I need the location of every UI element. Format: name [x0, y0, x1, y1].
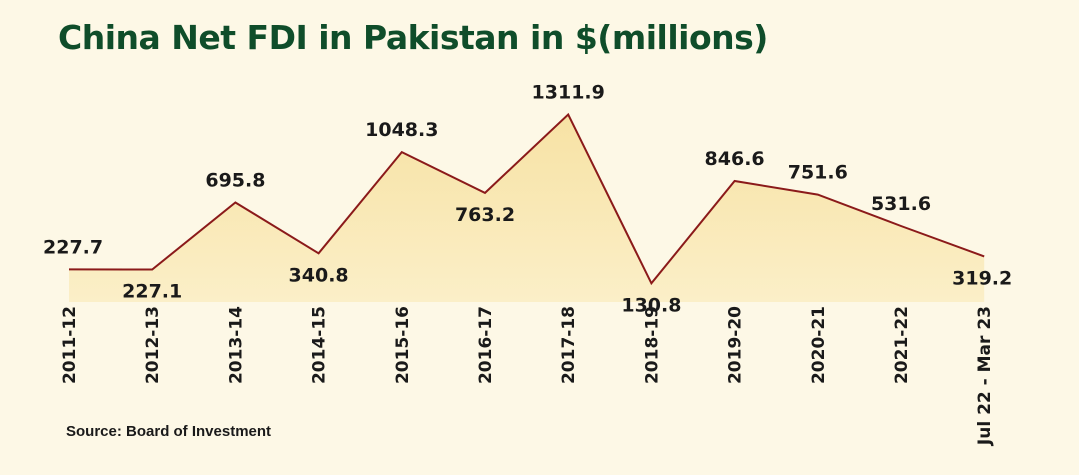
chart-title: China Net FDI in Pakistan in $(millions): [58, 18, 768, 57]
value-label-2020-21: 751.6: [788, 162, 848, 184]
value-label-2018-19: 130.8: [621, 294, 681, 316]
value-label-2017-18: 1311.9: [532, 82, 605, 104]
value-label-2011-12: 227.7: [43, 236, 103, 258]
value-label-2012-13: 227.1: [122, 281, 182, 303]
x-axis-tick-labels: 2011-12 2012-13 2013-14 2014-15 2015-16 2016-…: [60, 306, 995, 446]
x-tick-label-2020-21: 2020-21: [809, 306, 829, 384]
x-tick-label-2012-13: 2012-13: [143, 306, 163, 384]
x-tick-label-2011-12: 2011-12: [60, 306, 80, 384]
x-tick-label-2021-22: 2021-22: [892, 306, 912, 384]
x-tick-label-2014-15: 2014-15: [310, 306, 330, 384]
value-labels: 227.7 227.1 695.8 340.8 1048.3 763.2 1311.9 130…: [43, 82, 1012, 317]
x-tick-label-2015-16: 2015-16: [393, 306, 413, 384]
value-label-2016-17: 763.2: [455, 204, 515, 226]
value-label-jul-22-mar-23: 319.2: [952, 267, 1012, 289]
value-label-2014-15: 340.8: [289, 264, 349, 286]
value-label-2019-20: 846.6: [705, 148, 765, 170]
x-tick-label-2018-19: 2018-19: [642, 306, 662, 384]
value-label-2013-14: 695.8: [205, 170, 265, 192]
series-line: [68, 112, 985, 286]
x-tick-label-jul-22-mar-23: Jul 22 - Mar 23: [975, 306, 995, 446]
x-tick-label-2017-18: 2017-18: [559, 306, 579, 384]
source-note: Source: Board of Investment: [66, 423, 272, 440]
area-fill: [69, 114, 985, 302]
value-label-2015-16: 1048.3: [365, 119, 438, 141]
x-tick-label-2013-14: 2013-14: [226, 306, 246, 384]
value-label-2021-22: 531.6: [871, 193, 931, 215]
x-tick-label-2019-20: 2019-20: [726, 306, 746, 384]
x-tick-label-2016-17: 2016-17: [476, 306, 496, 384]
